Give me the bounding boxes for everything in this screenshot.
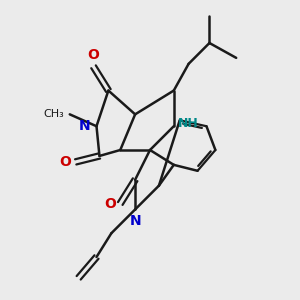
Text: CH₃: CH₃ [43,109,64,119]
Text: N: N [129,214,141,228]
Text: N: N [79,119,91,133]
Text: O: O [104,196,116,211]
Text: O: O [88,48,100,62]
Text: O: O [59,155,71,169]
Text: NH: NH [178,117,199,130]
